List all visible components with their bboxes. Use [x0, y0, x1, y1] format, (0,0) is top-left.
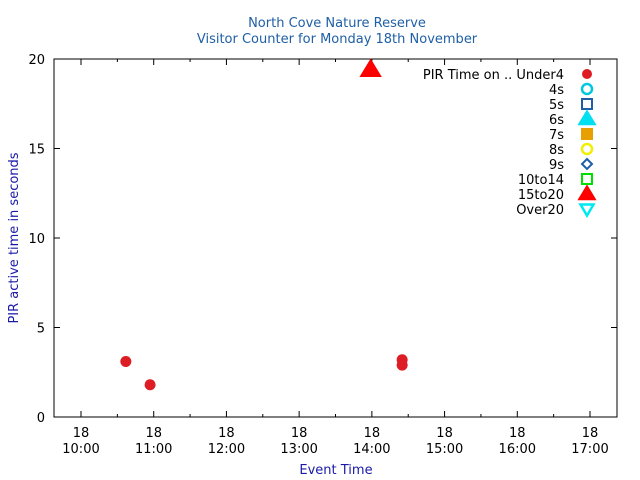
chart-title: North Cove Nature Reserve	[248, 16, 426, 31]
y-tick-label: 0	[37, 411, 45, 426]
legend-marker	[580, 82, 594, 96]
x-tick-day: 18	[145, 426, 162, 441]
legend-marker	[581, 98, 593, 110]
legend-marker	[581, 128, 593, 140]
legend-title: PIR Time on ..	[423, 68, 512, 83]
legend-marker	[582, 69, 592, 79]
data-points	[120, 58, 408, 391]
legend-marker	[580, 142, 594, 156]
legend-entry-label: 10to14	[518, 173, 564, 188]
x-tick-time: 13:00	[280, 442, 317, 457]
x-tick-day: 18	[364, 426, 381, 441]
x-tick-day: 18	[218, 426, 235, 441]
data-point	[120, 356, 132, 368]
x-tick-day: 18	[73, 426, 90, 441]
y-tick-label: 20	[28, 53, 45, 68]
legend-marker	[577, 109, 597, 126]
x-tick-time: 16:00	[499, 442, 536, 457]
x-tick-time: 10:00	[62, 442, 99, 457]
legend-entry-label: Over20	[516, 203, 564, 218]
legend-entry-label: 9s	[549, 158, 564, 173]
x-tick-day: 18	[582, 426, 599, 441]
legend-entry-label: 4s	[549, 83, 564, 98]
y-tick-label: 5	[37, 322, 45, 337]
legend-marker	[578, 203, 596, 218]
legend-entry-label: 7s	[549, 128, 564, 143]
x-tick-day: 18	[291, 426, 308, 441]
x-tick-time: 15:00	[426, 442, 463, 457]
plot-frame	[53, 58, 618, 418]
y-tick-label: 15	[28, 143, 45, 158]
x-axis: 1810:001811:001812:001813:001814:001815:…	[62, 59, 609, 457]
legend-entry-label: 6s	[549, 113, 564, 128]
legend-entry-label: 8s	[549, 143, 564, 158]
data-point	[144, 379, 156, 391]
legend-entry-label: 5s	[549, 98, 564, 113]
x-tick-time: 12:00	[208, 442, 245, 457]
x-tick-day: 18	[509, 426, 526, 441]
x-axis-label: Event Time	[299, 463, 372, 478]
x-tick-time: 14:00	[353, 442, 390, 457]
legend-marker	[580, 157, 594, 171]
data-point	[359, 58, 382, 78]
legend-series-name: Under4	[516, 68, 564, 83]
legend-entry-label: PIR Time on .. Under4	[423, 68, 564, 83]
x-tick-time: 17:00	[571, 442, 608, 457]
legend-marker	[577, 184, 597, 201]
y-tick-label: 10	[28, 232, 45, 247]
legend-marker	[581, 173, 593, 185]
chart-subtitle: Visitor Counter for Monday 18th November	[197, 32, 478, 47]
y-axis: 0 5 10 15 20	[28, 53, 617, 426]
y-axis-label: PIR active time in seconds	[7, 152, 22, 323]
x-tick-time: 11:00	[135, 442, 172, 457]
data-point	[396, 359, 408, 371]
legend: PIR Time on .. Under44s5s6s7s8s9s10to141…	[423, 68, 597, 218]
legend-entry-label: 15to20	[518, 188, 564, 203]
x-tick-day: 18	[436, 426, 453, 441]
